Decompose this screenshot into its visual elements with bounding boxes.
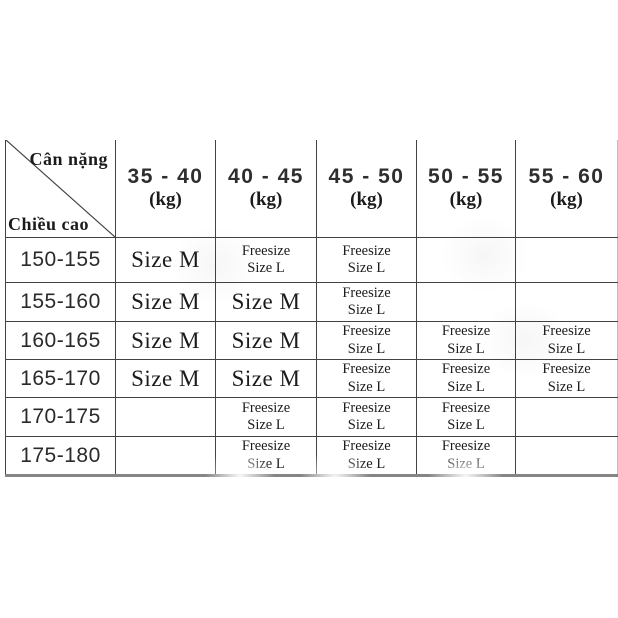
height-axis-label: Chiều cao	[8, 214, 89, 234]
size-cell: Freesize Size L	[316, 237, 417, 283]
header-row: Cân nặng Chiều cao 35 - 40 (kg) 40 - 45 …	[5, 140, 618, 238]
weight-range: 55 - 60	[528, 165, 605, 189]
size-cell	[515, 237, 618, 283]
size-cell	[416, 282, 516, 322]
height-cell: 165-170	[5, 359, 116, 398]
corner-cell: Cân nặng Chiều cao	[5, 140, 116, 238]
height-cell: 170-175	[5, 397, 116, 437]
size-cell: Freesize Size L	[316, 397, 417, 437]
weight-axis-label: Cân nặng	[29, 149, 108, 169]
weight-unit: (kg)	[449, 189, 483, 211]
size-cell: Freesize Size L	[316, 436, 417, 477]
size-cell	[515, 397, 618, 437]
size-cell: Freesize Size L	[215, 436, 317, 477]
weight-range: 45 - 50	[328, 165, 405, 189]
table-row-155-160: 155-160 Size M Size M Freesize Size L	[5, 282, 618, 322]
size-chart-table: Cân nặng Chiều cao 35 - 40 (kg) 40 - 45 …	[5, 140, 618, 477]
table-row-175-180: 175-180 Freesize Size L Freesize Size L …	[5, 436, 618, 477]
height-cell: 160-165	[5, 321, 116, 360]
weight-header-45-50: 45 - 50 (kg)	[316, 140, 417, 238]
size-cell: Freesize Size L	[316, 321, 417, 360]
table-row-165-170: 165-170 Size M Size M Freesize Size L Fr…	[5, 359, 618, 398]
size-cell: Freesize Size L	[416, 436, 516, 477]
weight-header-35-40: 35 - 40 (kg)	[115, 140, 216, 238]
size-cell: Freesize Size L	[215, 397, 317, 437]
size-cell: Size M	[215, 282, 317, 322]
size-cell: Size M	[115, 321, 216, 360]
weight-range: 35 - 40	[127, 165, 204, 189]
table-row-160-165: 160-165 Size M Size M Freesize Size L Fr…	[5, 321, 618, 360]
table-row-150-155: 150-155 Size M Freesize Size L Freesize …	[5, 237, 618, 283]
height-cell: 155-160	[5, 282, 116, 322]
size-cell: Freesize Size L	[316, 282, 417, 322]
size-cell: Freesize Size L	[416, 359, 516, 398]
size-cell: Size M	[115, 282, 216, 322]
size-cell: Freesize Size L	[416, 321, 516, 360]
size-cell: Size M	[115, 359, 216, 398]
weight-range: 50 - 55	[428, 165, 504, 189]
size-cell	[115, 436, 216, 477]
diagonal-divider-line	[6, 140, 115, 237]
weight-unit: (kg)	[149, 189, 182, 211]
weight-unit: (kg)	[249, 189, 283, 211]
size-cell: Size M	[115, 237, 216, 283]
size-cell: Freesize Size L	[316, 359, 417, 398]
size-cell	[416, 237, 516, 283]
size-cell	[515, 282, 618, 322]
size-cell: Freesize Size L	[416, 397, 516, 437]
weight-unit: (kg)	[350, 189, 383, 211]
weight-header-50-55: 50 - 55 (kg)	[416, 140, 516, 238]
size-cell	[515, 436, 618, 477]
height-cell: 175-180	[5, 436, 116, 477]
size-cell: Size M	[215, 321, 317, 360]
height-cell: 150-155	[5, 237, 116, 283]
size-cell: Freesize Size L	[515, 321, 618, 360]
weight-range: 40 - 45	[228, 165, 304, 189]
size-cell: Freesize Size L	[515, 359, 618, 398]
size-cell	[115, 397, 216, 437]
weight-unit: (kg)	[550, 189, 583, 211]
table-row-170-175: 170-175 Freesize Size L Freesize Size L …	[5, 397, 618, 437]
weight-header-40-45: 40 - 45 (kg)	[215, 140, 317, 238]
size-cell: Size M	[215, 359, 317, 398]
weight-header-55-60: 55 - 60 (kg)	[515, 140, 618, 238]
size-cell: Freesize Size L	[215, 237, 317, 283]
